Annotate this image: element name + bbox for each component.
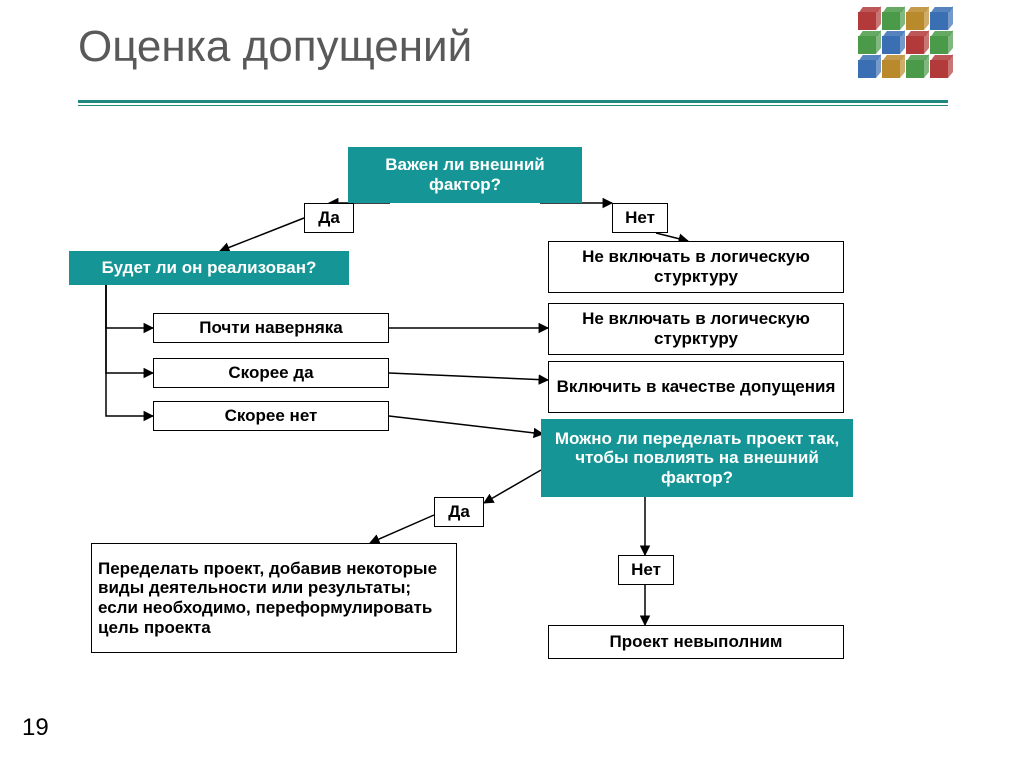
node-label: Да — [318, 208, 340, 228]
node-label: Нет — [625, 208, 655, 228]
node-label: Да — [448, 502, 470, 522]
node-label: Не включать в логическую стурктуру — [555, 247, 837, 286]
logo-cube — [882, 12, 900, 30]
logo-cube — [858, 60, 876, 78]
node-no2: Нет — [618, 555, 674, 585]
node-label: Можно ли переделать проект так, чтобы по… — [549, 429, 845, 488]
node-yes2: Да — [434, 497, 484, 527]
node-label: Скорее да — [228, 363, 313, 383]
node-label: Будет ли он реализован? — [102, 258, 317, 278]
node-r4: Переделать проект, добавив некоторые вид… — [91, 543, 457, 653]
edge — [106, 285, 153, 416]
node-label: Важен ли внешний фактор? — [356, 155, 574, 194]
slide: Оценка допущений 19 Важен ли внешний фак… — [0, 0, 1024, 768]
logo-cube — [930, 60, 948, 78]
node-label: Нет — [631, 560, 661, 580]
node-yes1: Да — [304, 203, 354, 233]
node-a3: Скорее нет — [153, 401, 389, 431]
logo-cube — [858, 36, 876, 54]
node-label: Скорее нет — [225, 406, 318, 426]
logo-cube — [906, 12, 924, 30]
logo-cube — [930, 12, 948, 30]
node-q1: Важен ли внешний фактор? — [348, 147, 582, 203]
slide-title: Оценка допущений — [78, 22, 472, 72]
edge — [656, 233, 688, 241]
logo-cube — [930, 36, 948, 54]
edge — [106, 285, 153, 373]
edge — [106, 285, 153, 328]
node-a2: Скорее да — [153, 358, 389, 388]
edge — [220, 218, 304, 251]
edge — [389, 373, 548, 380]
logo-cube — [882, 60, 900, 78]
node-no1: Нет — [612, 203, 668, 233]
node-label: Переделать проект, добавив некоторые вид… — [98, 559, 450, 637]
logo-cube — [882, 36, 900, 54]
node-label: Не включать в логическую стурктуру — [555, 309, 837, 348]
logo-cube — [858, 12, 876, 30]
edge — [484, 470, 541, 503]
node-r2: Не включать в логическую стурктуру — [548, 303, 844, 355]
node-label: Проект невыполним — [609, 632, 782, 652]
node-q3: Можно ли переделать проект так, чтобы по… — [541, 419, 853, 497]
node-r3: Включить в качестве допущения — [548, 361, 844, 413]
logo-cubes — [858, 12, 954, 84]
node-q2: Будет ли он реализован? — [69, 251, 349, 285]
node-r5: Проект невыполним — [548, 625, 844, 659]
edge — [389, 416, 543, 434]
page-number: 19 — [22, 714, 49, 742]
node-r1: Не включать в логическую стурктуру — [548, 241, 844, 293]
edge — [370, 515, 434, 543]
node-label: Включить в качестве допущения — [557, 377, 836, 397]
logo-cube — [906, 60, 924, 78]
node-label: Почти наверняка — [199, 318, 343, 338]
logo-cube — [906, 36, 924, 54]
node-a1: Почти наверняка — [153, 313, 389, 343]
